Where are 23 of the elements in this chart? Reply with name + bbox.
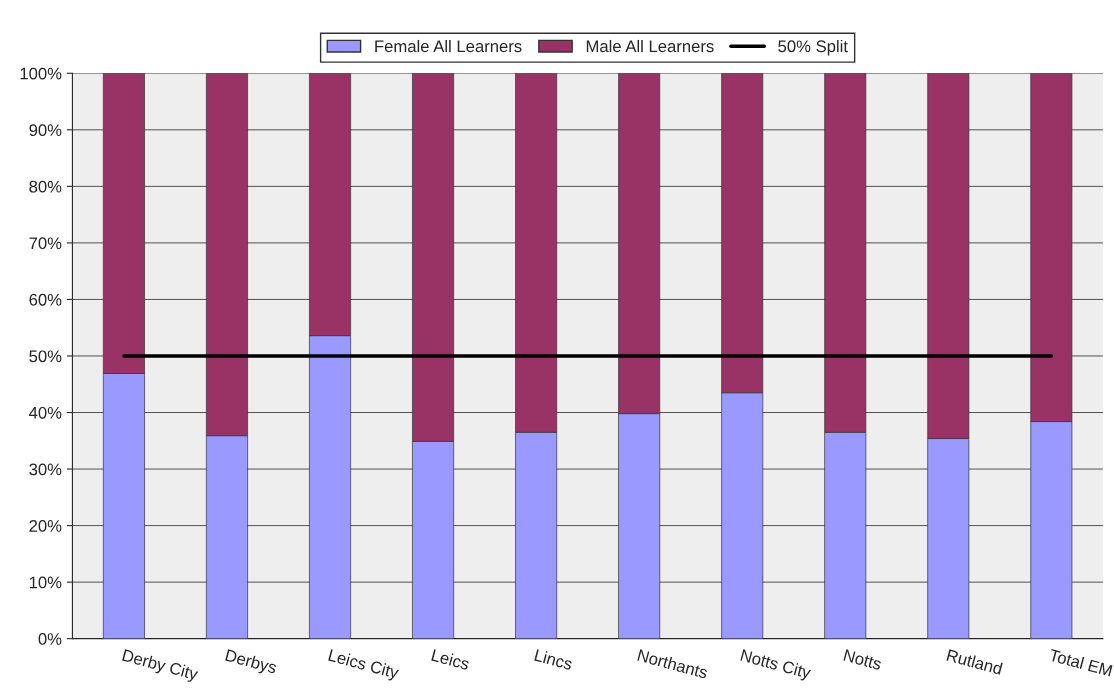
y-tick-label: 60% [29, 293, 62, 306]
y-tick-label: 0% [38, 633, 62, 645]
legend-label: Male All Learners [586, 39, 714, 53]
x-tick-label: Derby City [121, 648, 200, 684]
y-tick-label: 30% [29, 463, 62, 476]
x-tick-label: Notts [843, 649, 883, 671]
y-tick-label: 40% [29, 406, 62, 419]
y-tick-label: 50% [29, 350, 62, 363]
y-tick-label: 10% [29, 576, 62, 589]
x-tick-label: Rutland [946, 648, 1003, 675]
x-tick-label: Leics City [327, 648, 400, 683]
y-tick-label: 80% [29, 180, 62, 193]
legend-label: 50% Split [778, 39, 848, 56]
x-tick-label: Lincs [534, 648, 574, 671]
y-tick-label: 90% [29, 124, 62, 137]
x-tick-label: Derbys [224, 648, 278, 677]
y-tick-label: 100% [20, 67, 62, 80]
y-tick-label: 20% [29, 520, 62, 532]
x-tick-label: Notts City [739, 648, 812, 683]
x-tick-label: Total EM [1048, 648, 1113, 677]
x-tick-label: Leics [431, 648, 471, 671]
legend-label: Female All Learners [375, 39, 522, 53]
y-tick-label: 70% [29, 237, 62, 250]
